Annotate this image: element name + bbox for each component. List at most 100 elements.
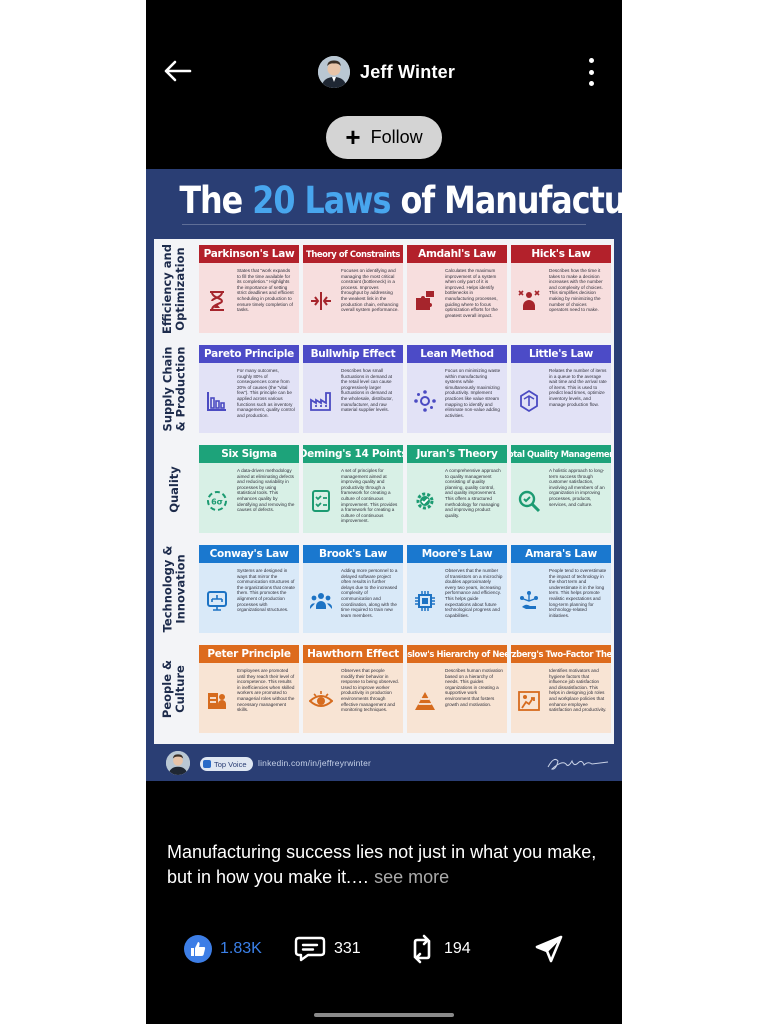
kebab-dot bbox=[588, 81, 594, 86]
law-card: Parkinson's Law States that "work expands… bbox=[199, 245, 299, 333]
law-card-description: Calculates the maximum improvement of a … bbox=[445, 268, 498, 318]
law-card-body: Relates the number of items in a queue t… bbox=[511, 363, 611, 433]
factory-icon bbox=[310, 392, 331, 411]
row-label-text: Supply Chain & Production bbox=[160, 346, 187, 432]
law-card-title: Amara's Law bbox=[511, 545, 611, 563]
law-card-description: Describes how small fluctuations in dema… bbox=[341, 368, 393, 413]
law-card-body: Adding more personnel to a delayed softw… bbox=[303, 563, 403, 633]
post-image-infographic[interactable]: The 20 Laws of Manufacturing Efficiency … bbox=[146, 169, 622, 781]
law-card-body: Calculates the maximum improvement of a … bbox=[407, 263, 507, 333]
law-card-title: Six Sigma bbox=[199, 445, 299, 463]
law-card: Juran's Theory A comprehensive approach t… bbox=[407, 445, 507, 533]
avatar[interactable] bbox=[318, 56, 350, 88]
law-card: Deming's 14 Points A set of principles fo… bbox=[303, 445, 403, 533]
network-hand-icon bbox=[520, 591, 538, 609]
comment-button[interactable]: 331 bbox=[294, 928, 361, 970]
comment-count: 331 bbox=[334, 940, 361, 957]
more-options-button[interactable] bbox=[584, 56, 598, 88]
law-card-title: Maslow's Hierarchy of Needs bbox=[407, 645, 507, 663]
law-card: Hawthorn Effect Observes that people modi… bbox=[303, 645, 403, 733]
law-card-body: Systems are designed in ways that mirror… bbox=[199, 563, 299, 633]
row-label: Supply Chain & Production bbox=[154, 345, 194, 433]
law-card-body: Identifies motivators and hygiene factor… bbox=[511, 663, 611, 733]
law-card-description: A holistic approach to long-term success… bbox=[549, 468, 605, 507]
author-header[interactable]: Jeff Winter bbox=[318, 55, 455, 89]
decision-icon bbox=[518, 290, 540, 310]
see-more-link[interactable]: see more bbox=[369, 867, 450, 887]
svg-text:6σ: 6σ bbox=[211, 498, 223, 507]
signature-icon bbox=[547, 759, 609, 770]
send-icon bbox=[535, 935, 563, 963]
law-card-title: Conway's Law bbox=[199, 545, 299, 563]
law-card-description: Systems are designed in ways that mirror… bbox=[237, 568, 295, 613]
top-voice-badge: Top Voice bbox=[200, 757, 253, 771]
row-label-text: Technology & Innovation bbox=[160, 545, 187, 633]
home-indicator[interactable] bbox=[314, 1013, 454, 1017]
law-card: Brook's Law Adding more personnel to a de… bbox=[303, 545, 403, 633]
law-card-body: A set of principles for management aimed… bbox=[303, 463, 403, 533]
back-button[interactable] bbox=[160, 56, 194, 86]
law-card-title: Theory of Constraints bbox=[303, 245, 403, 263]
repost-icon bbox=[413, 934, 431, 964]
promotion-icon bbox=[208, 693, 226, 709]
law-card-description: States that "work expands to fill the ti… bbox=[237, 268, 294, 313]
law-card-body: Focuses on identifying and managing the … bbox=[303, 263, 403, 333]
infographic-footer: Top Voice linkedin.com/in/jeffreyrwinter bbox=[146, 744, 622, 781]
law-card-description: Adding more personnel to a delayed softw… bbox=[341, 568, 398, 618]
law-card-description: For many outcomes, roughly 80% of conseq… bbox=[237, 368, 295, 418]
row-label: Quality bbox=[154, 445, 194, 533]
pyramid-icon bbox=[415, 692, 435, 710]
lean-cycle-icon bbox=[414, 390, 436, 412]
follow-label: Follow bbox=[370, 127, 423, 147]
author-name[interactable]: Jeff Winter bbox=[360, 61, 456, 82]
like-button[interactable]: 1.83K bbox=[184, 928, 262, 970]
law-card-body: Observes that the number of transistors … bbox=[407, 563, 507, 633]
law-card-title: Brook's Law bbox=[303, 545, 403, 563]
comment-icon bbox=[294, 936, 326, 962]
kebab-dot bbox=[588, 69, 594, 75]
law-card: Lean Method Focus on minimizing waste wit… bbox=[407, 345, 507, 433]
kebab-dot bbox=[588, 58, 594, 63]
law-card-body: A holistic approach to long-term success… bbox=[511, 463, 611, 533]
law-card-title: Amdahl's Law bbox=[407, 245, 507, 263]
law-card-description: Observes that the number of transistors … bbox=[445, 568, 503, 618]
gear-check-icon bbox=[416, 492, 434, 510]
law-card-description: People tend to overestimate the impact o… bbox=[549, 568, 607, 618]
law-card: Maslow's Hierarchy of Needs Describes hum… bbox=[407, 645, 507, 733]
checklist-icon bbox=[312, 490, 330, 512]
follow-button[interactable]: + Follow bbox=[326, 116, 442, 159]
law-card-title: Parkinson's Law bbox=[199, 245, 299, 263]
law-card: Amdahl's Law Calculates the maximum impro… bbox=[407, 245, 507, 333]
puzzle-icon bbox=[416, 291, 434, 310]
law-card: Amara's Law People tend to overestimate t… bbox=[511, 545, 611, 633]
law-card-title: Juran's Theory bbox=[407, 445, 507, 463]
infographic-title: The 20 Laws of Manufacturing bbox=[179, 179, 622, 222]
law-card-description: Describes human motivation based on a hi… bbox=[445, 668, 503, 707]
law-card-body: For many outcomes, roughly 80% of conseq… bbox=[199, 363, 299, 433]
law-card-description: A data-driven methodology aimed at elimi… bbox=[237, 468, 295, 513]
row-label: Technology & Innovation bbox=[154, 545, 194, 633]
org-structure-icon bbox=[207, 591, 227, 611]
law-card-title: Total Quality Management bbox=[511, 445, 611, 463]
law-card-title: Hick's Law bbox=[511, 245, 611, 263]
compress-arrows-icon bbox=[311, 292, 331, 310]
law-card: Theory of Constraints Focuses on identify… bbox=[303, 245, 403, 333]
post-caption: Manufacturing success lies not just in w… bbox=[167, 840, 607, 890]
thumbs-up-icon bbox=[184, 935, 212, 963]
footer-avatar bbox=[166, 751, 190, 775]
send-button[interactable] bbox=[534, 928, 564, 970]
law-card-description: Focuses on identifying and managing the … bbox=[341, 268, 399, 313]
post-viewer: Jeff Winter + Follow The 20 Laws of Manu… bbox=[146, 0, 622, 1024]
title-divider bbox=[182, 224, 586, 225]
like-count: 1.83K bbox=[220, 940, 262, 957]
law-card-description: Identifies motivators and hygiene factor… bbox=[549, 668, 607, 713]
law-card: Hick's Law Describes how the time it take… bbox=[511, 245, 611, 333]
row-label-text: Quality bbox=[166, 465, 181, 513]
law-card-title: Moore's Law bbox=[407, 545, 507, 563]
repost-button[interactable]: 194 bbox=[408, 928, 471, 970]
law-card-title: Hawthorn Effect bbox=[303, 645, 403, 663]
law-card: Bullwhip Effect Describes how small fluct… bbox=[303, 345, 403, 433]
queue-icon bbox=[520, 389, 538, 413]
arrow-left-icon bbox=[164, 60, 192, 82]
law-card-description: Focus on minimizing waste within manufac… bbox=[445, 368, 501, 418]
